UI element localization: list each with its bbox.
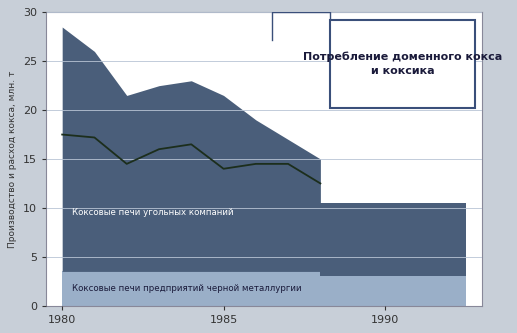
Text: Коксовые печи предприятий черной металлургии: Коксовые печи предприятий черной металлу… <box>72 283 301 293</box>
FancyBboxPatch shape <box>330 20 475 108</box>
Text: Потребление доменного кокса
и коксика: Потребление доменного кокса и коксика <box>303 52 503 76</box>
Y-axis label: Производство и расход кокса, млн. т: Производство и расход кокса, млн. т <box>8 70 18 248</box>
Bar <box>321 203 466 276</box>
Text: Коксовые печи угольных компаний: Коксовые печи угольных компаний <box>72 208 234 217</box>
Bar <box>321 276 466 306</box>
